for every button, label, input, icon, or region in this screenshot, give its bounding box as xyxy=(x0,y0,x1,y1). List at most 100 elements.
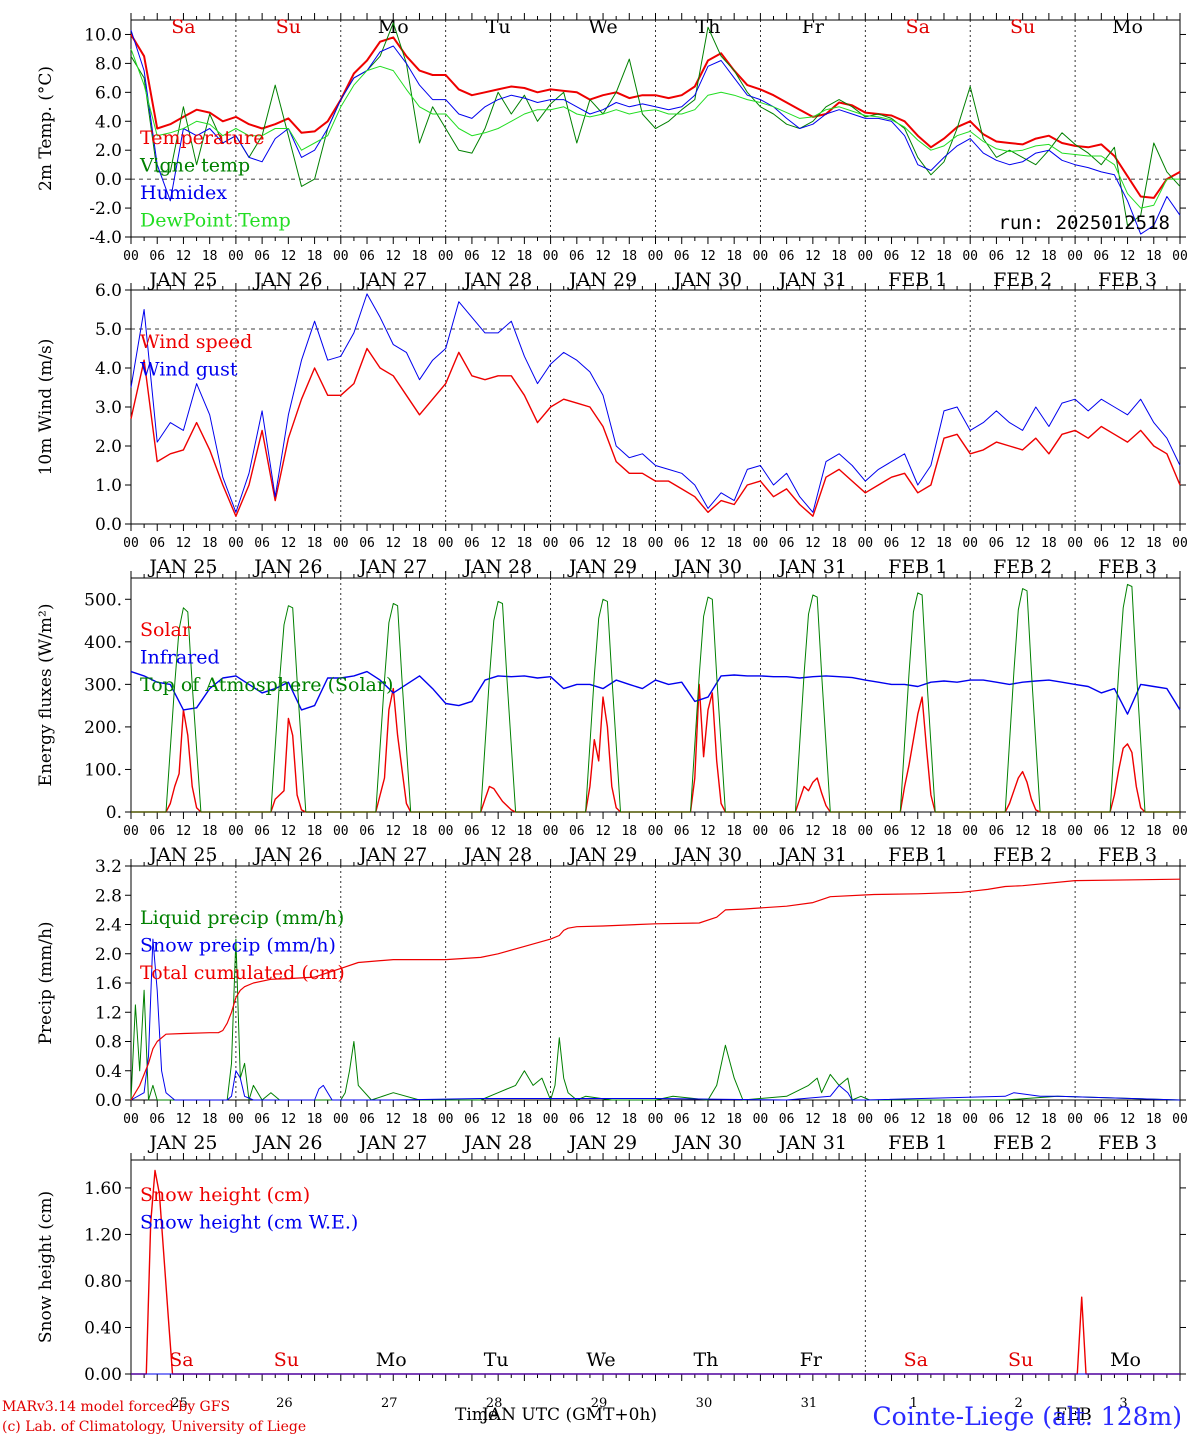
hour-tick-label: 00 xyxy=(333,1112,349,1127)
lab-credit: (c) Lab. of Climatology, University of L… xyxy=(2,1419,307,1435)
legend-item: Snow precip (mm/h) xyxy=(140,935,336,957)
date-label: JAN 28 xyxy=(462,1132,532,1154)
hour-tick-label: 12 xyxy=(385,536,401,551)
date-label: FEB 1 xyxy=(888,844,947,866)
hour-tick-label: 18 xyxy=(726,1112,742,1127)
hour-tick-label: 18 xyxy=(517,249,533,264)
hour-tick-label: 00 xyxy=(753,824,769,839)
date-label: FEB 3 xyxy=(1098,556,1157,578)
y-tick-label: 0.0 xyxy=(95,170,122,190)
y-tick-label: 100. xyxy=(84,760,122,780)
hour-tick-label: 06 xyxy=(779,536,795,551)
hour-tick-label: 12 xyxy=(805,1112,821,1127)
hour-tick-label: 12 xyxy=(910,249,926,264)
model-credit: MARv3.14 model forced by GFS xyxy=(2,1399,231,1415)
hour-tick-label: 00 xyxy=(753,1112,769,1127)
series-line xyxy=(130,48,1180,209)
hour-tick-label: 00 xyxy=(228,536,244,551)
hour-tick-label: 00 xyxy=(753,249,769,264)
series-line xyxy=(130,293,1181,513)
hour-tick-label: 12 xyxy=(176,824,192,839)
y-tick-label: 1.60 xyxy=(84,1179,122,1199)
hour-tick-label: 06 xyxy=(1093,536,1109,551)
hour-tick-label: 12 xyxy=(490,824,506,839)
y-tick-label: -4.0 xyxy=(89,228,122,248)
legend-item: Liquid precip (mm/h) xyxy=(140,907,344,929)
hour-tick-label: 06 xyxy=(884,824,900,839)
hour-tick-label: 00 xyxy=(1067,1112,1083,1127)
series-line xyxy=(130,33,1181,199)
hour-tick-label: 06 xyxy=(674,1112,690,1127)
date-label: FEB 3 xyxy=(1098,1132,1157,1154)
hour-tick-label: 12 xyxy=(176,536,192,551)
hour-tick-label: 12 xyxy=(1120,1112,1136,1127)
y-tick-label: 0.0 xyxy=(95,1091,122,1111)
series-line xyxy=(130,22,1181,226)
hour-tick-label: 18 xyxy=(307,824,323,839)
hour-tick-label: 00 xyxy=(857,1112,873,1127)
legend-item: Total cumulated (cm) xyxy=(140,962,345,984)
hour-tick-label: 12 xyxy=(1015,824,1031,839)
date-label: JAN 31 xyxy=(777,269,847,291)
day-number-label: 31 xyxy=(801,1396,818,1411)
date-label: JAN 27 xyxy=(357,1132,427,1154)
hour-tick-label: 06 xyxy=(359,1112,375,1127)
weekday-label: Mo xyxy=(1112,16,1143,38)
hour-tick-label: 00 xyxy=(333,249,349,264)
date-label: JAN 29 xyxy=(567,269,637,291)
hour-tick-label: 18 xyxy=(517,824,533,839)
hour-tick-label: 00 xyxy=(1172,1112,1188,1127)
hour-tick-label: 12 xyxy=(281,249,297,264)
date-label: JAN 25 xyxy=(147,556,217,578)
hour-tick-label: 12 xyxy=(595,536,611,551)
hour-tick-label: 06 xyxy=(464,1112,480,1127)
weekday-label: We xyxy=(586,1349,615,1371)
date-label: JAN 27 xyxy=(357,269,427,291)
hour-tick-label: 00 xyxy=(1067,536,1083,551)
hour-tick-label: 06 xyxy=(254,1112,270,1127)
hour-tick-label: 06 xyxy=(989,824,1005,839)
legend-item: DewPoint Temp xyxy=(140,210,291,232)
hour-tick-label: 00 xyxy=(543,824,559,839)
hour-tick-label: 00 xyxy=(1172,536,1188,551)
hour-tick-label: 00 xyxy=(543,1112,559,1127)
weekday-label: Sa xyxy=(904,1349,928,1371)
hour-tick-label: 18 xyxy=(307,1112,323,1127)
hour-tick-label: 18 xyxy=(936,1112,952,1127)
hour-tick-label: 12 xyxy=(595,1112,611,1127)
day-number-label: 30 xyxy=(696,1396,713,1411)
date-label: JAN 28 xyxy=(462,269,532,291)
hour-tick-label: 18 xyxy=(1041,1112,1057,1127)
hour-tick-label: 06 xyxy=(884,249,900,264)
hour-tick-label: 06 xyxy=(569,1112,585,1127)
hour-tick-label: 00 xyxy=(333,824,349,839)
hour-tick-label: 12 xyxy=(1015,249,1031,264)
day-number-label: 29 xyxy=(591,1396,608,1411)
weekday-label: Th xyxy=(693,1349,718,1371)
y-axis-label: Energy fluxes (W/m²) xyxy=(36,604,56,787)
run-label: run: 2025012518 xyxy=(998,212,1170,234)
y-tick-label: 0. xyxy=(106,803,122,823)
hour-tick-label: 12 xyxy=(385,1112,401,1127)
feb-month-label: FEB xyxy=(1055,1405,1092,1425)
hour-tick-label: 18 xyxy=(412,249,428,264)
hour-tick-label: 00 xyxy=(962,536,978,551)
y-tick-label: 1.20 xyxy=(84,1225,122,1245)
date-label: JAN 30 xyxy=(672,556,742,578)
weekday-label: Sa xyxy=(169,1349,193,1371)
hour-tick-label: 18 xyxy=(726,536,742,551)
hour-tick-label: 12 xyxy=(1120,249,1136,264)
y-tick-label: 4.0 xyxy=(95,359,122,379)
legend-item: Solar xyxy=(140,619,192,641)
y-tick-label: 0.4 xyxy=(95,1062,122,1082)
y-tick-label: 2.0 xyxy=(95,437,122,457)
hour-tick-label: 06 xyxy=(779,1112,795,1127)
hour-tick-label: 06 xyxy=(674,536,690,551)
hour-tick-label: 06 xyxy=(359,536,375,551)
hour-tick-label: 12 xyxy=(490,536,506,551)
hour-tick-label: 18 xyxy=(412,536,428,551)
legend-item: Infrared xyxy=(140,647,220,669)
hour-tick-label: 06 xyxy=(254,824,270,839)
series-line xyxy=(130,938,1181,1101)
y-tick-label: 4.0 xyxy=(95,112,122,132)
